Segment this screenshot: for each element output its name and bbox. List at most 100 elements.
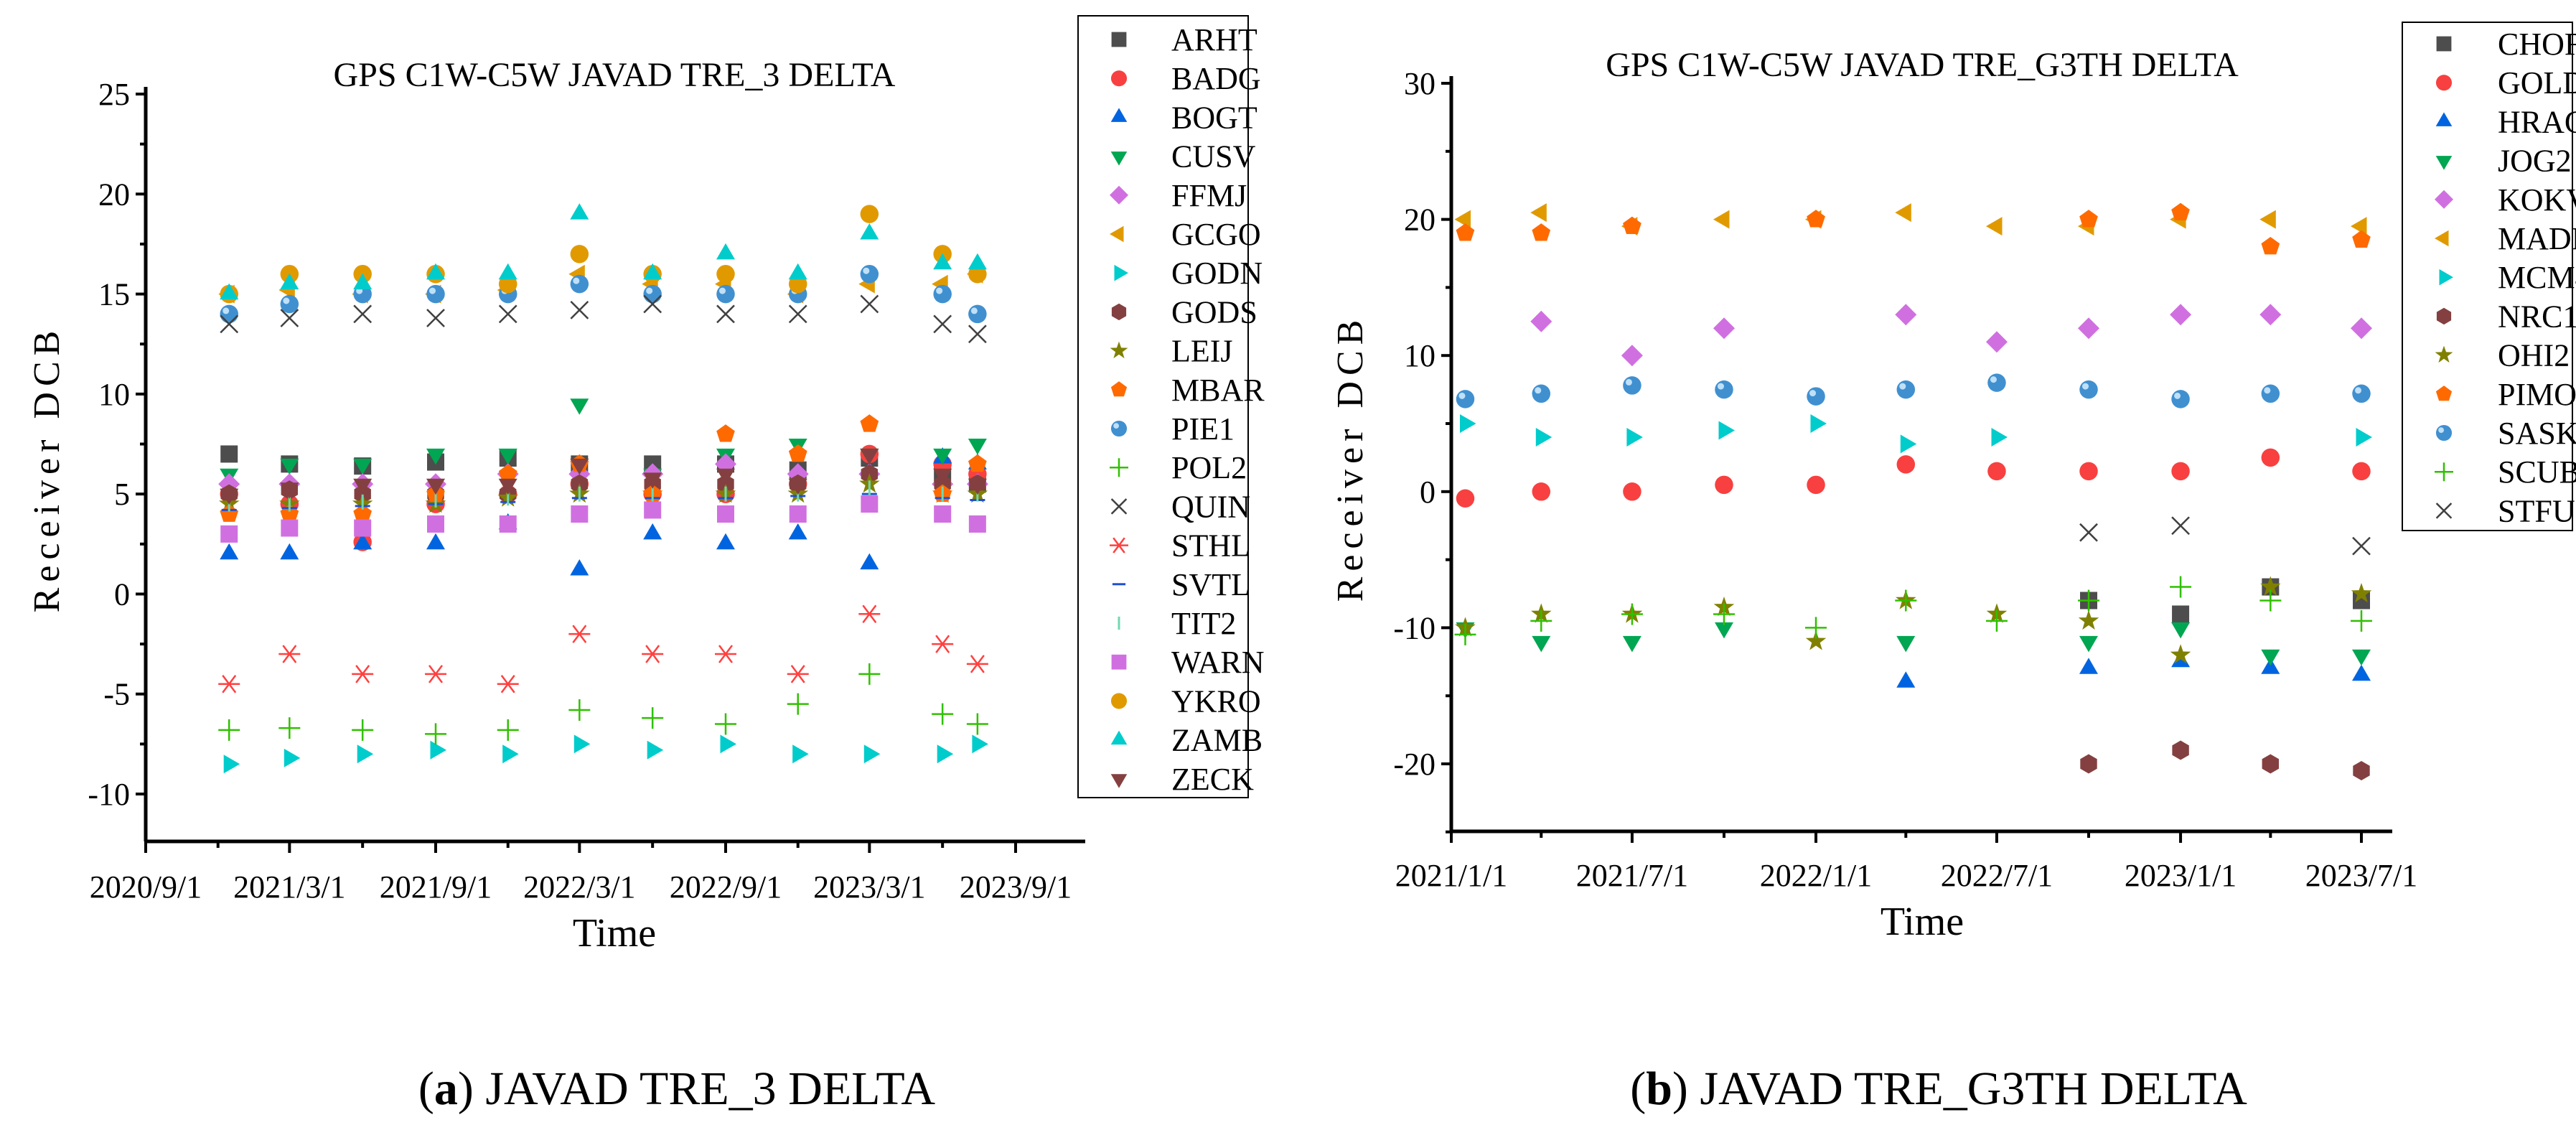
data-point-cusv <box>353 458 373 475</box>
data-point-warn <box>644 501 662 519</box>
data-point-mcm4 <box>1460 414 1476 433</box>
data-point-scub <box>2078 589 2100 612</box>
data-point-sask <box>2171 390 2190 408</box>
legend-label: STHL <box>1171 528 1250 564</box>
data-point-pimo <box>2352 230 2371 248</box>
series-godn <box>223 734 988 774</box>
series-kokv <box>1530 304 2372 367</box>
legend-label: ZAMB <box>1171 723 1263 758</box>
data-point-warn <box>789 505 807 523</box>
legend-box <box>2402 22 2573 531</box>
legend-label: TIT2 <box>1171 606 1236 641</box>
data-point-quin <box>643 294 662 314</box>
data-point-pol2 <box>715 713 736 735</box>
legend-item: SASK <box>2435 416 2576 451</box>
legend-label: GCGO <box>1171 217 1261 252</box>
caption-label: a <box>434 1063 458 1115</box>
caption-b: (b) JAVAD TRE_G3TH DELTA <box>1630 1063 2247 1115</box>
legend-label: CUSV <box>1171 139 1256 174</box>
data-point-pimo <box>1532 223 1551 241</box>
data-point-madr <box>2259 210 2276 229</box>
legend-item: CUSV <box>1110 139 1256 174</box>
legend-item: POL2 <box>1110 450 1247 485</box>
data-point-jog2 <box>1896 635 1916 653</box>
legend-marker-tri-down-icon <box>1110 151 1128 166</box>
series-sthl <box>218 604 988 694</box>
data-point-godn <box>357 744 374 764</box>
series-quin <box>220 294 987 344</box>
legend-item: QUIN <box>1110 489 1250 524</box>
legend-item: GODN <box>1114 256 1263 291</box>
legend-label: BOGT <box>1171 100 1257 135</box>
legend-item: GODS <box>1111 294 1257 330</box>
data-point-zamb <box>426 263 445 280</box>
data-point-quin <box>280 309 299 327</box>
data-point-warn <box>499 515 517 533</box>
data-point-pie1 <box>716 284 735 304</box>
data-point-hrag <box>2352 664 2371 681</box>
data-point-sthl <box>787 665 809 683</box>
data-point-bogt <box>860 553 879 570</box>
data-point-gold <box>2171 462 2190 481</box>
series-pol2 <box>218 663 988 745</box>
legend-item: ARHT <box>1111 22 1257 57</box>
data-point-kokv <box>2259 304 2282 326</box>
legend-marker-plus-icon <box>2435 462 2453 482</box>
legend-marker-tri-right-icon <box>1114 264 1128 281</box>
legend-label: ZECK <box>1171 762 1254 797</box>
legend-item: ZECK <box>1110 762 1254 797</box>
data-point-zamb <box>220 283 239 300</box>
legend-label: MBAR <box>1171 373 1265 408</box>
data-point-jog2 <box>1715 622 1733 639</box>
legend-marker-tri-right-icon <box>2439 269 2453 286</box>
plot-area <box>218 203 988 774</box>
data-point-pol2 <box>352 719 374 741</box>
data-point-zeck <box>716 468 735 485</box>
data-point-mbar <box>716 424 735 442</box>
data-point-ykro <box>498 274 517 294</box>
data-point-zamb <box>860 223 879 240</box>
legend-item: KOKV <box>2435 182 2576 218</box>
data-point-cusv <box>933 448 952 465</box>
legend-label: GODN <box>1171 256 1263 291</box>
x-tick-label: 2023/3/1 <box>813 869 925 905</box>
data-point-bogt <box>716 533 735 550</box>
legend-marker-hexagon-icon <box>1111 303 1127 321</box>
data-point-sthl <box>642 645 664 663</box>
data-point-warn <box>717 505 734 523</box>
data-point-quin <box>716 304 735 324</box>
legend-item: JOG2 <box>2435 144 2572 179</box>
data-point-sthl <box>715 645 736 663</box>
legend-marker-tri-down-icon <box>1110 774 1128 788</box>
data-point-scub <box>1805 617 1827 639</box>
data-point-nrc1 <box>2262 754 2279 774</box>
series-stfu <box>2079 516 2371 556</box>
y-tick-label: 30 <box>1404 66 1435 101</box>
data-point-pimo <box>1807 210 1825 228</box>
legend-item: STFU <box>2435 493 2575 528</box>
data-point-scub <box>1530 610 1552 632</box>
y-tick-label: -20 <box>1393 747 1435 782</box>
legend-label: PIE1 <box>1171 411 1235 447</box>
data-point-pie1 <box>426 284 445 304</box>
data-point-stfu <box>2352 536 2371 556</box>
series-hrag <box>1896 650 2371 688</box>
data-point-bogt <box>570 559 589 576</box>
series-mcm4 <box>1460 414 2372 454</box>
data-point-ykro <box>570 245 589 263</box>
data-point-bogt <box>220 543 239 560</box>
data-point-madr <box>1454 210 1471 229</box>
legend-marker-asterisk-icon <box>1110 537 1128 554</box>
data-point-bogt <box>280 543 299 560</box>
data-point-godn <box>284 748 301 767</box>
data-point-zeck <box>643 472 662 489</box>
data-point-kokv <box>1986 331 2008 353</box>
data-point-stfu <box>2079 523 2098 542</box>
series-scub <box>1454 576 2372 645</box>
legend-item: LEIJ <box>1110 334 1233 369</box>
data-point-zeck <box>353 478 373 495</box>
data-point-ohi2 <box>2078 610 2099 630</box>
data-point-hrag <box>1896 671 1916 688</box>
data-point-warn <box>427 515 444 533</box>
legend-marker-circle-icon <box>1110 70 1128 87</box>
